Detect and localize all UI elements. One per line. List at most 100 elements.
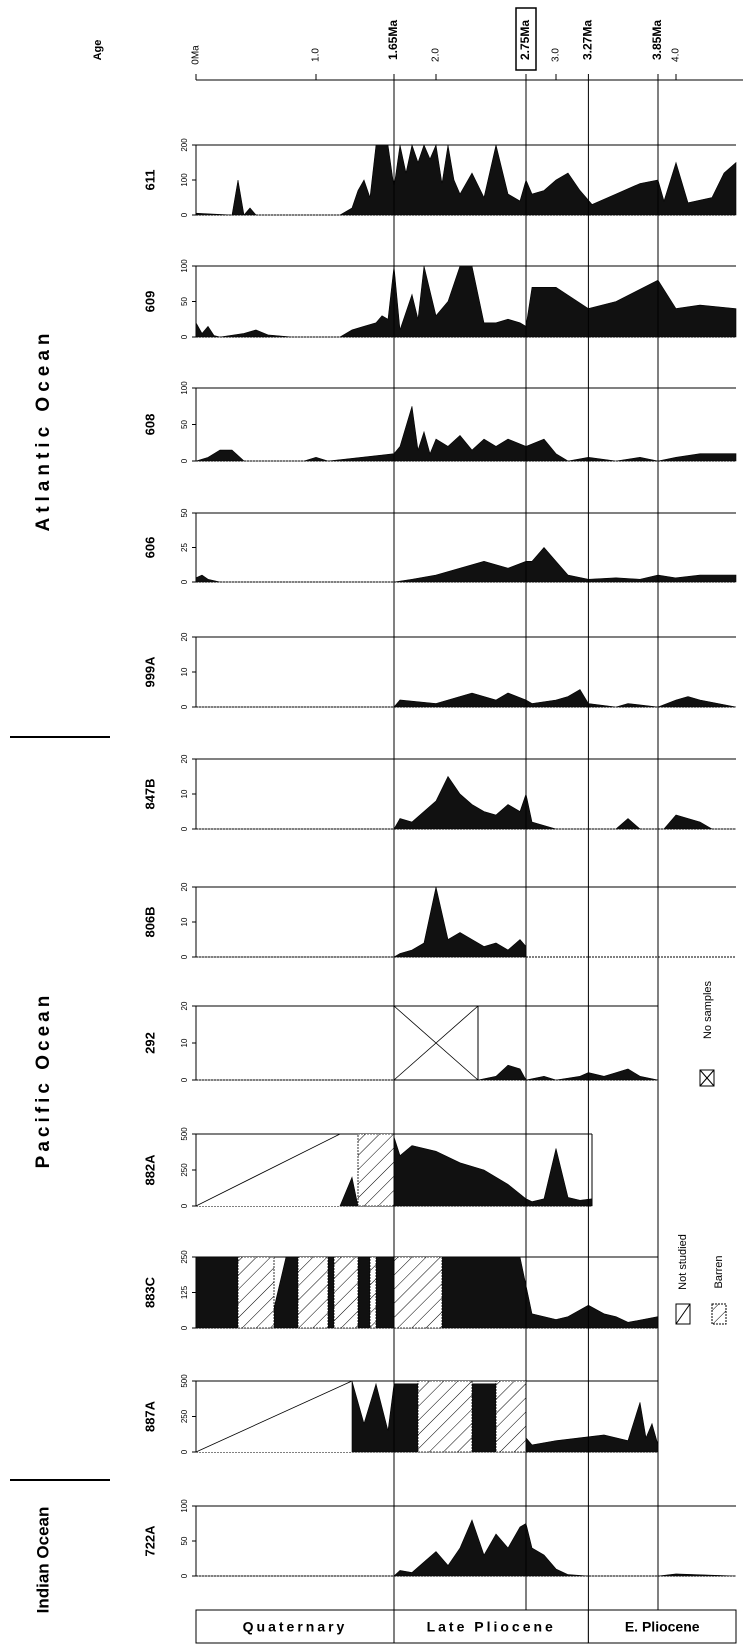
age-tick-group: 1.65Ma (386, 20, 400, 60)
site-label-group: 882A (142, 1154, 157, 1186)
panel-806b: 806B 0 10 20 (142, 882, 736, 959)
site-label: 611 (142, 170, 157, 191)
y-tick-label: 10 (180, 917, 189, 926)
epoch-bar: Quaternary Late Pliocene E. Pliocene (195, 1609, 737, 1644)
age-tick-group: 2.75Ma (518, 20, 532, 60)
panel-722a: 722A 0 50 100 (142, 1499, 737, 1578)
site-label-group: 806B (142, 906, 157, 937)
y-tick-label: 50 (180, 420, 189, 429)
age-tick-group: 4.0 (671, 48, 682, 62)
panel-882a: 882A 0 250 500 (142, 1127, 593, 1208)
panel-887a: 887A 0 250 500 (142, 1374, 659, 1454)
age-tick-label: 0Ma (191, 45, 202, 65)
series-area-999a (196, 689, 737, 708)
y-tick-label: 0 (180, 1573, 189, 1578)
epoch-label-quaternary: Quaternary (243, 1619, 348, 1635)
site-label: 882A (142, 1154, 157, 1186)
epoch-label-e-pliocene: E. Pliocene (625, 1619, 700, 1635)
y-tick-label: 25 (180, 543, 189, 552)
y-tick-group: 100 (180, 259, 189, 273)
epoch-cell (195, 1609, 395, 1644)
age-axis: Age 0Ma 1.0 1.65Ma 2.0 2.75Ma 3.0 3.27Ma 3.85Ma… (92, 7, 743, 81)
y-tick-label: 20 (180, 1001, 189, 1010)
y-tick-group: 0 (180, 826, 189, 831)
site-label: 606 (142, 537, 157, 559)
site-panels: 611010020060905010060805010060602550999A… (142, 138, 737, 1578)
y-tick-group: 200 (180, 138, 189, 152)
site-label-group: 999A (142, 656, 157, 688)
y-tick-group: 20 (180, 882, 189, 891)
y-tick-group: 25 (180, 543, 189, 552)
y-tick-label: 0 (180, 1325, 189, 1330)
age-tick-label: 4.0 (671, 48, 682, 62)
ocean-label-indian: Indian Ocean (33, 1507, 52, 1614)
y-tick-label: 50 (180, 1536, 189, 1545)
barren-region (357, 1133, 395, 1207)
series-area-292 (196, 1064, 659, 1081)
y-tick-label: 0 (180, 458, 189, 463)
series-area-606 (195, 547, 737, 583)
panel-606: 606 0 25 50 (142, 508, 737, 584)
age-boundaries (393, 80, 659, 1630)
y-tick-group: 100 (180, 381, 189, 395)
y-tick-label: 250 (180, 1163, 189, 1177)
site-label: 999A (142, 656, 157, 688)
site-label: 847B (142, 778, 157, 809)
y-tick-label: 200 (180, 138, 189, 152)
barren-region (393, 1256, 443, 1329)
y-tick-label: 125 (180, 1285, 189, 1299)
site-label-group: 887A (142, 1400, 157, 1432)
y-tick-group: 125 (180, 1285, 189, 1299)
y-tick-group: 50 (180, 1536, 189, 1545)
age-axis-title: Age (92, 40, 104, 61)
site-label: 292 (142, 1032, 157, 1054)
age-tick-label: 1.65Ma (386, 20, 400, 60)
age-tick-group: 3.27Ma (581, 20, 595, 60)
age-tick-group: 3.0 (551, 48, 562, 62)
age-tick-group: 2.0 (431, 48, 442, 62)
y-tick-group: 100 (180, 173, 189, 187)
ocean-labels: Atlantic Ocean Pacific Ocean Indian Ocea… (10, 328, 110, 1613)
y-tick-group: 0 (180, 954, 189, 959)
age-tick-label: 2.75Ma (518, 20, 532, 60)
panel-883c: 883C 0 125 250 (142, 1250, 659, 1330)
y-tick-label: 100 (180, 381, 189, 395)
not-studied-diagonal (195, 1133, 341, 1207)
site-label: 608 (142, 414, 157, 436)
site-label: 609 (142, 291, 157, 313)
y-tick-group: 10 (180, 667, 189, 676)
y-tick-group: 500 (180, 1127, 189, 1141)
y-tick-group: 0 (180, 212, 189, 217)
y-tick-label: 0 (180, 954, 189, 959)
y-tick-group: 0 (180, 458, 189, 463)
site-label: 887A (142, 1400, 157, 1432)
series-area-611 (195, 143, 737, 216)
y-tick-label: 0 (180, 826, 189, 831)
legend-not-studied-label: Not studied (677, 1234, 689, 1290)
site-label: 806B (142, 906, 157, 937)
y-tick-group: 100 (180, 1499, 189, 1513)
age-tick-label: 3.85Ma (650, 20, 664, 60)
barren-region (237, 1256, 275, 1329)
y-tick-label: 50 (180, 297, 189, 306)
y-tick-group: 50 (180, 420, 189, 429)
age-tick-box (515, 7, 537, 71)
y-tick-label: 50 (180, 508, 189, 517)
y-tick-group: 10 (180, 789, 189, 798)
y-tick-group: 20 (180, 754, 189, 763)
site-label-group: 608 (142, 414, 157, 436)
site-label: 883C (142, 1276, 157, 1308)
y-tick-label: 100 (180, 1499, 189, 1513)
y-tick-group: 0 (180, 1573, 189, 1578)
age-tick-group: 1.0 (311, 48, 322, 62)
legend-not-studied-line (675, 1303, 691, 1325)
barren-region (333, 1256, 359, 1329)
epoch-cell (587, 1609, 737, 1644)
site-label-group: 847B (142, 778, 157, 809)
y-tick-label: 10 (180, 789, 189, 798)
panel-847b: 847B 0 10 20 (142, 754, 736, 831)
series-area-608 (195, 406, 737, 462)
series-area-847b (196, 775, 736, 830)
y-tick-label: 0 (180, 1449, 189, 1454)
